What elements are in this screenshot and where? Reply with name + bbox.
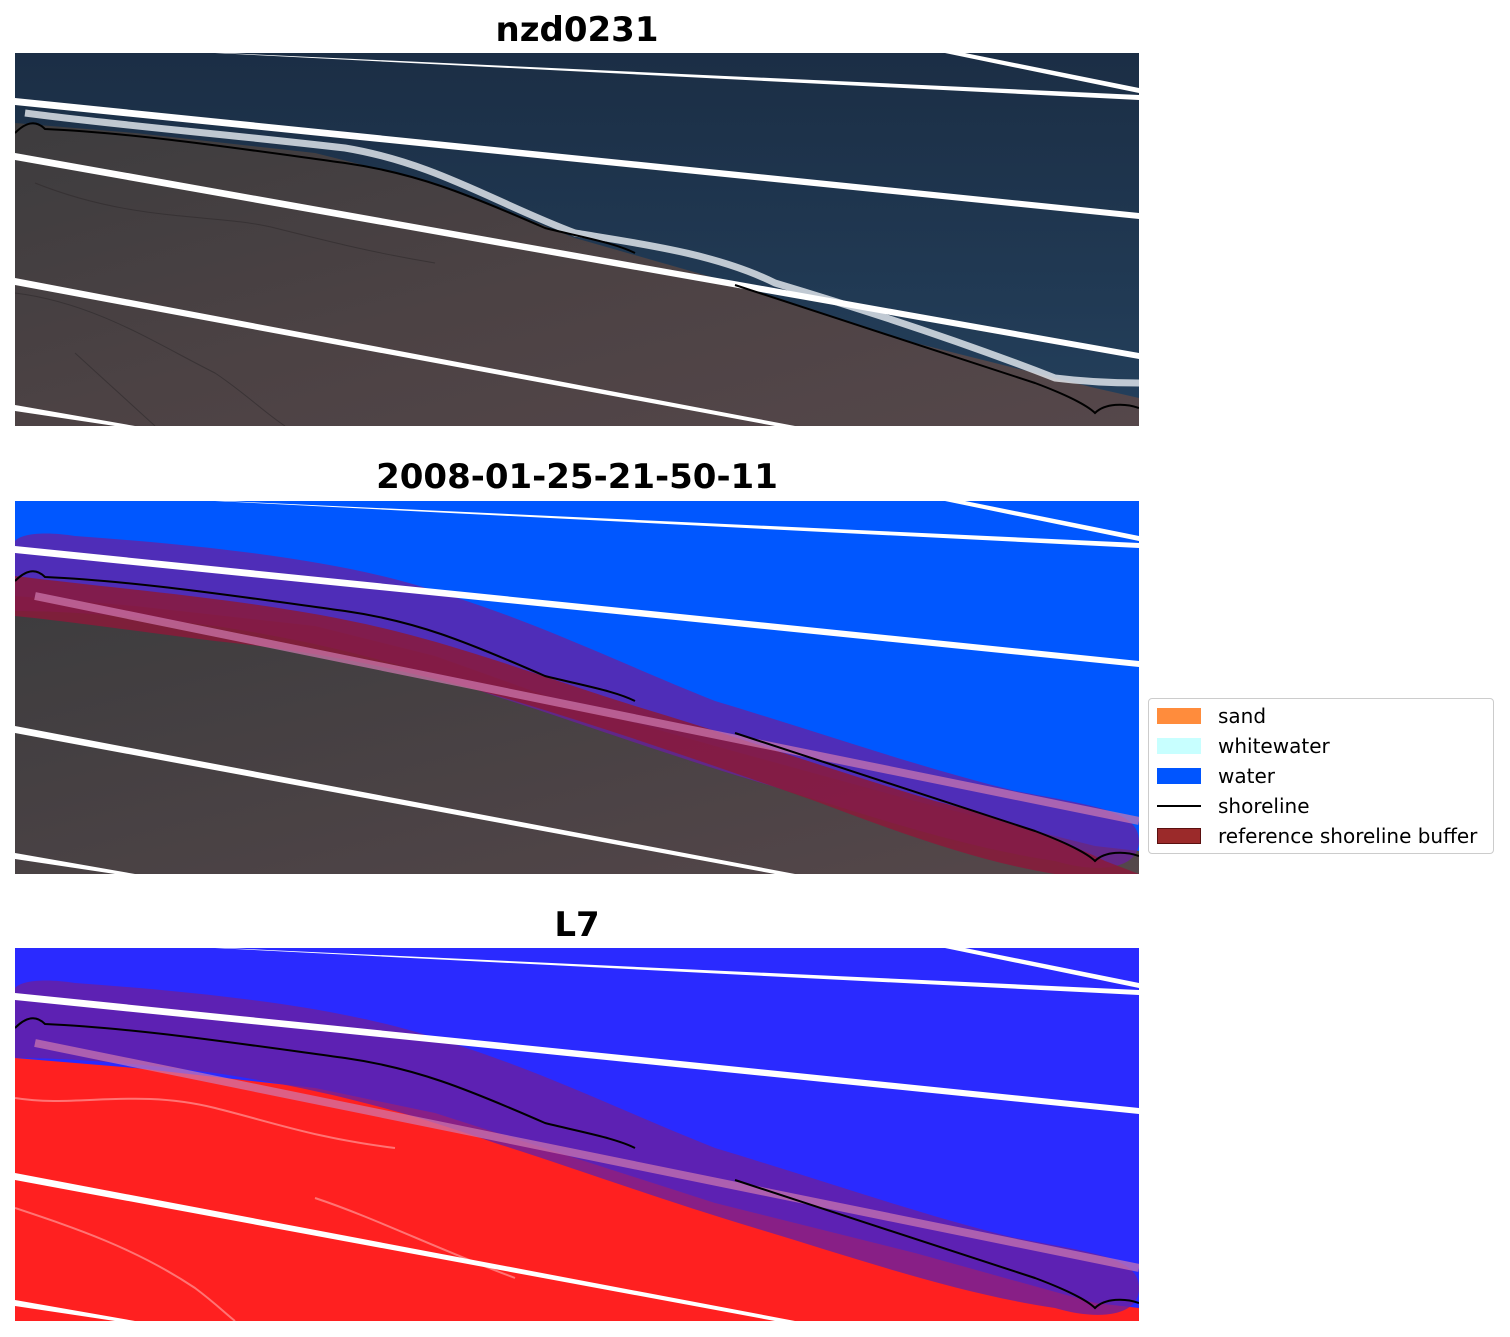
detected-shoreline (15, 122, 1139, 415)
panel-title-1: nzd0231 (495, 10, 659, 50)
scan-line-gaps (15, 501, 1139, 874)
legend-item-whitewater: whitewater (1157, 734, 1330, 758)
legend-item-buffer: reference shoreline buffer (1157, 824, 1477, 848)
legend-item-water: water (1157, 764, 1275, 788)
legend-item-shoreline: shoreline (1157, 794, 1310, 818)
scan-line-gaps (15, 948, 1139, 1321)
legend: sand whitewater water shoreline referenc… (1148, 698, 1494, 854)
rgb-image-canvas (15, 53, 1139, 426)
scan-line-gaps (15, 53, 1139, 426)
land-area (15, 123, 1139, 426)
legend-swatch-shoreline (1157, 805, 1201, 807)
legend-label-shoreline: shoreline (1218, 794, 1310, 818)
legend-label-sand: sand (1218, 704, 1267, 728)
index-image-canvas (15, 948, 1139, 1321)
detected-shoreline (15, 1017, 1139, 1310)
legend-swatch-water (1157, 768, 1201, 784)
detected-shoreline (15, 570, 1139, 863)
classified-image-canvas (15, 501, 1139, 874)
legend-item-sand: sand (1157, 704, 1266, 728)
legend-label-water: water (1218, 764, 1275, 788)
panel-title-2: 2008-01-25-21-50-11 (376, 457, 778, 497)
legend-swatch-whitewater (1157, 738, 1201, 754)
legend-swatch-sand (1157, 708, 1201, 724)
legend-label-buffer: reference shoreline buffer (1218, 824, 1478, 848)
index-image (15, 948, 1139, 1321)
satellite-rgb-image (15, 53, 1139, 426)
legend-label-whitewater: whitewater (1218, 734, 1330, 758)
surf-zone (24, 109, 1139, 387)
classified-image (15, 501, 1139, 874)
panel-title-3: L7 (554, 905, 600, 945)
legend-swatch-buffer (1157, 828, 1201, 844)
